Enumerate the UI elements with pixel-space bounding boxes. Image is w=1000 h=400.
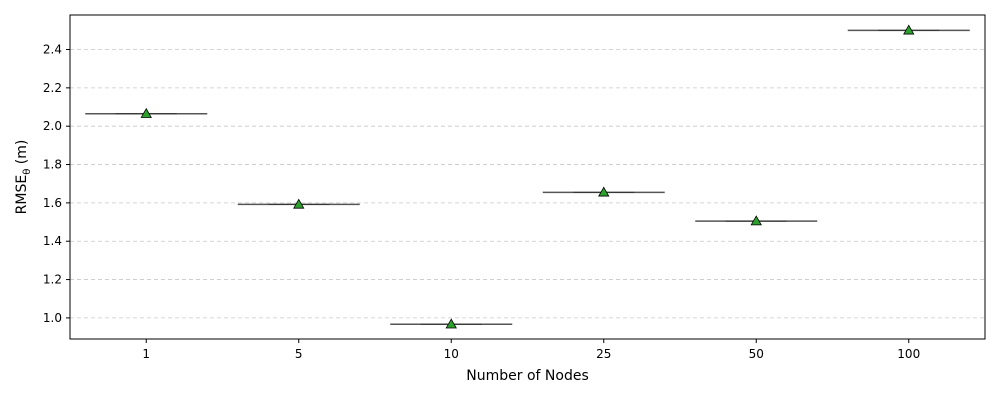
y-axis-label-subscript: θ <box>22 169 33 175</box>
y-tick-label: 2.4 <box>43 43 62 57</box>
y-tick-label: 1.8 <box>43 158 62 172</box>
y-tick-label: 1.2 <box>43 273 62 287</box>
y-tick-label: 1.6 <box>43 196 62 210</box>
grid-lines <box>70 49 985 319</box>
x-tick-label: 5 <box>295 347 303 361</box>
y-axis-ticks: 1.0 1.2 1.4 1.6 1.8 2.0 2.2 2.4 <box>43 43 70 325</box>
mean-marker <box>750 215 762 226</box>
x-tick-label: 25 <box>596 347 611 361</box>
x-axis-label: Number of Nodes <box>466 368 588 384</box>
mean-marker <box>598 186 610 197</box>
x-tick-label: 10 <box>444 347 459 361</box>
y-tick-label: 2.0 <box>43 119 62 133</box>
x-tick-label: 100 <box>897 347 920 361</box>
mean-marker <box>293 198 305 209</box>
x-tick-label: 50 <box>749 347 764 361</box>
y-axis-label-main: RMSE <box>14 175 30 215</box>
x-tick-label: 1 <box>142 347 150 361</box>
box-series <box>85 24 970 329</box>
mean-marker <box>140 107 152 118</box>
mean-marker <box>445 318 457 329</box>
y-axis-label: RMSEθ (m) <box>14 140 33 215</box>
plot-frame <box>69 14 986 340</box>
y-axis-label-unit: (m) <box>14 140 30 169</box>
y-tick-label: 2.2 <box>43 81 62 95</box>
y-tick-label: 1.0 <box>43 311 62 325</box>
mean-marker <box>903 24 915 35</box>
x-axis-ticks: 1 5 10 25 50 100 <box>142 339 920 361</box>
y-tick-label: 1.4 <box>43 234 62 248</box>
